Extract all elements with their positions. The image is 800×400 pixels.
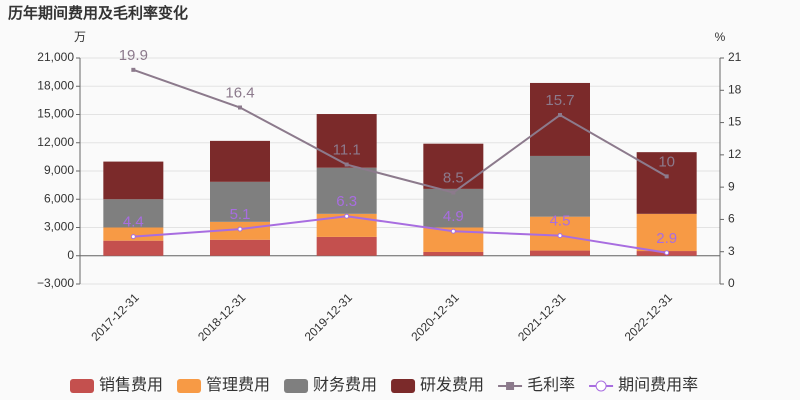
y2-unit: % xyxy=(715,30,726,44)
data-label: 8.5 xyxy=(443,169,464,186)
legend-swatch xyxy=(391,379,416,393)
y2-tick-label: 3 xyxy=(728,244,735,258)
data-label: 11.1 xyxy=(333,142,361,159)
legend-label: 期间费用率 xyxy=(618,376,698,394)
marker xyxy=(237,226,243,232)
y2-tick-label: 6 xyxy=(728,212,735,226)
marker xyxy=(558,113,562,118)
marker xyxy=(344,162,349,167)
y2-tick-label: 0 xyxy=(728,276,735,290)
data-label: 10 xyxy=(658,153,675,170)
bar xyxy=(103,227,164,241)
y-tick-label: 6,000 xyxy=(44,191,74,205)
y-unit: 万 xyxy=(74,30,86,44)
bar xyxy=(423,143,484,189)
chart-title: 历年期间费用及毛利率变化 xyxy=(8,4,188,22)
bar xyxy=(210,239,270,256)
bar xyxy=(636,152,697,214)
data-label: 6.3 xyxy=(336,193,357,210)
y-tick-label: −3,000 xyxy=(37,276,74,290)
bar xyxy=(316,213,377,237)
bar xyxy=(103,161,164,200)
y2-tick-label: 21 xyxy=(728,50,742,64)
y-tick-label: 9,000 xyxy=(44,163,74,177)
y-tick-label: 15,000 xyxy=(37,107,74,121)
marker xyxy=(130,234,136,240)
x-tick-label: 2021-12-31 xyxy=(515,290,569,344)
bar xyxy=(210,140,270,182)
y-tick-label: 0 xyxy=(67,248,74,262)
legend-label: 销售费用 xyxy=(99,376,163,394)
y-tick-label: 21,000 xyxy=(37,50,74,64)
marker xyxy=(238,105,242,110)
bar xyxy=(316,236,377,256)
bar xyxy=(636,213,697,252)
marker xyxy=(664,174,669,179)
y2-tick-label: 15 xyxy=(728,115,742,129)
legend-swatch xyxy=(506,382,515,390)
line xyxy=(133,215,667,254)
legend-label: 毛利率 xyxy=(527,376,575,394)
bar xyxy=(530,250,590,256)
bar xyxy=(316,167,377,214)
bar xyxy=(423,251,484,256)
marker xyxy=(344,213,350,219)
legend-swatch xyxy=(70,379,94,393)
data-label: 16.4 xyxy=(225,84,254,101)
data-label: 15.7 xyxy=(545,92,574,109)
y2-tick-label: 18 xyxy=(728,82,742,96)
marker xyxy=(451,190,456,195)
bar xyxy=(103,240,164,256)
bar xyxy=(423,188,484,228)
legend-swatch xyxy=(595,380,607,392)
bar xyxy=(530,155,590,217)
marker xyxy=(664,250,670,256)
x-tick-label: 2019-12-31 xyxy=(302,290,356,344)
marker xyxy=(450,228,456,234)
legend-label: 财务费用 xyxy=(313,376,377,394)
line xyxy=(133,68,668,194)
data-label: 4.9 xyxy=(443,208,464,225)
marker xyxy=(557,233,563,239)
x-tick-label: 2020-12-31 xyxy=(408,290,462,344)
data-label: 5.1 xyxy=(230,206,251,223)
data-label: 19.9 xyxy=(119,47,148,64)
y2-tick-label: 12 xyxy=(728,147,742,161)
data-label: 4.5 xyxy=(550,213,571,230)
x-tick-label: 2022-12-31 xyxy=(622,290,676,344)
bar xyxy=(103,199,164,228)
legend-swatch xyxy=(284,379,309,393)
x-tick-label: 2018-12-31 xyxy=(195,290,249,344)
bar xyxy=(210,181,270,222)
y-tick-label: 3,000 xyxy=(44,220,74,234)
legend-swatch xyxy=(177,379,202,393)
x-tick-label: 2017-12-31 xyxy=(88,290,142,344)
legend-label: 管理费用 xyxy=(206,376,270,394)
bar xyxy=(530,82,590,156)
y-tick-label: 12,000 xyxy=(37,135,74,149)
legend-label: 研发费用 xyxy=(420,376,484,394)
data-label: 2.9 xyxy=(656,230,677,247)
y-tick-label: 18,000 xyxy=(37,78,74,92)
y2-tick-label: 9 xyxy=(728,179,735,193)
data-label: 4.4 xyxy=(123,214,144,231)
marker xyxy=(131,67,136,72)
bar xyxy=(316,114,377,168)
